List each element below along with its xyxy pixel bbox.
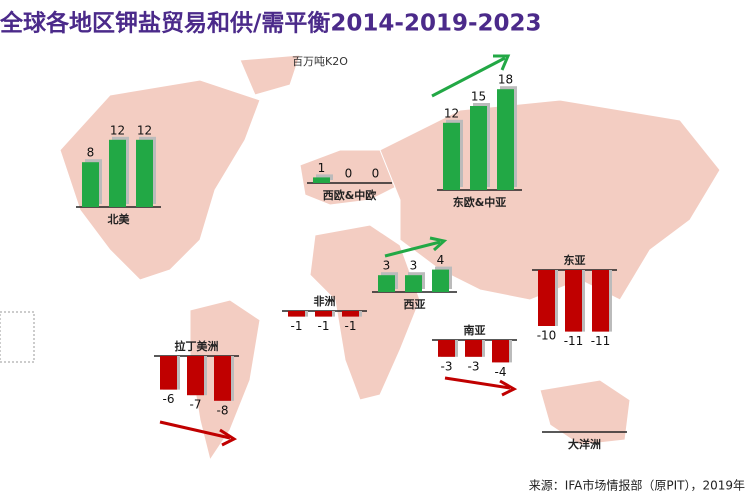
bar <box>538 270 555 326</box>
bar <box>405 275 422 292</box>
bar-shadow <box>316 174 333 180</box>
bar <box>443 122 460 190</box>
value-label: 15 <box>471 90 486 104</box>
bar <box>438 340 455 357</box>
bar <box>432 269 449 292</box>
value-label: 1 <box>318 161 326 175</box>
trend-arrows <box>159 54 518 447</box>
bar <box>160 356 177 390</box>
bar <box>109 139 126 207</box>
region-label: 东欧&中亚 <box>453 195 507 209</box>
value-label: 4 <box>437 253 445 267</box>
bar <box>315 311 332 317</box>
value-label: 12 <box>444 106 459 120</box>
bar <box>470 106 487 190</box>
bar <box>187 356 204 396</box>
title: 全球各地区钾盐贸易和供/需平衡2014-2019-2023 <box>0 10 542 37</box>
bar <box>313 177 330 183</box>
bar <box>492 340 509 363</box>
bar <box>214 356 231 401</box>
bar <box>82 162 99 207</box>
value-label: -3 <box>441 359 453 373</box>
value-label: -10 <box>537 329 557 343</box>
value-label: -1 <box>345 319 357 333</box>
value-label: -4 <box>495 365 507 379</box>
bar <box>565 270 582 332</box>
value-label: 3 <box>410 259 418 273</box>
value-label: -3 <box>468 359 480 373</box>
value-label: 18 <box>498 73 513 87</box>
world-map <box>59 54 721 462</box>
bar <box>465 340 482 357</box>
value-label: -8 <box>217 403 229 417</box>
region-label: 西欧&中欧 <box>323 188 377 202</box>
unit: 百万吨K2O <box>292 55 348 68</box>
source: 来源：IFA市场情报部（原PIT），2019年 <box>529 478 745 493</box>
bar <box>592 270 609 332</box>
region-label: 非洲 <box>314 294 336 308</box>
region-label: 拉丁美洲 <box>175 339 219 353</box>
region-label: 北美 <box>108 212 131 226</box>
bar <box>342 311 359 317</box>
value-label: 3 <box>383 259 391 273</box>
value-label: 12 <box>110 123 125 137</box>
bar <box>378 275 395 292</box>
value-label: 12 <box>137 123 152 137</box>
value-label: -11 <box>591 334 611 348</box>
value-label: -7 <box>190 398 202 412</box>
value-label: -1 <box>318 319 330 333</box>
bar <box>136 139 153 207</box>
region-label: 东亚 <box>564 253 586 267</box>
bar <box>288 311 305 317</box>
value-label: -11 <box>564 334 584 348</box>
region-label: 大洋洲 <box>568 437 601 451</box>
region-label: 西亚 <box>404 298 426 311</box>
bar <box>497 89 514 190</box>
value-label: -1 <box>291 319 303 333</box>
value-label: 8 <box>87 146 95 160</box>
region-label: 南亚 <box>464 323 486 337</box>
value-label: -6 <box>163 392 175 406</box>
value-label: 0 <box>345 167 353 181</box>
value-label: 0 <box>372 167 380 181</box>
frame <box>0 311 35 363</box>
